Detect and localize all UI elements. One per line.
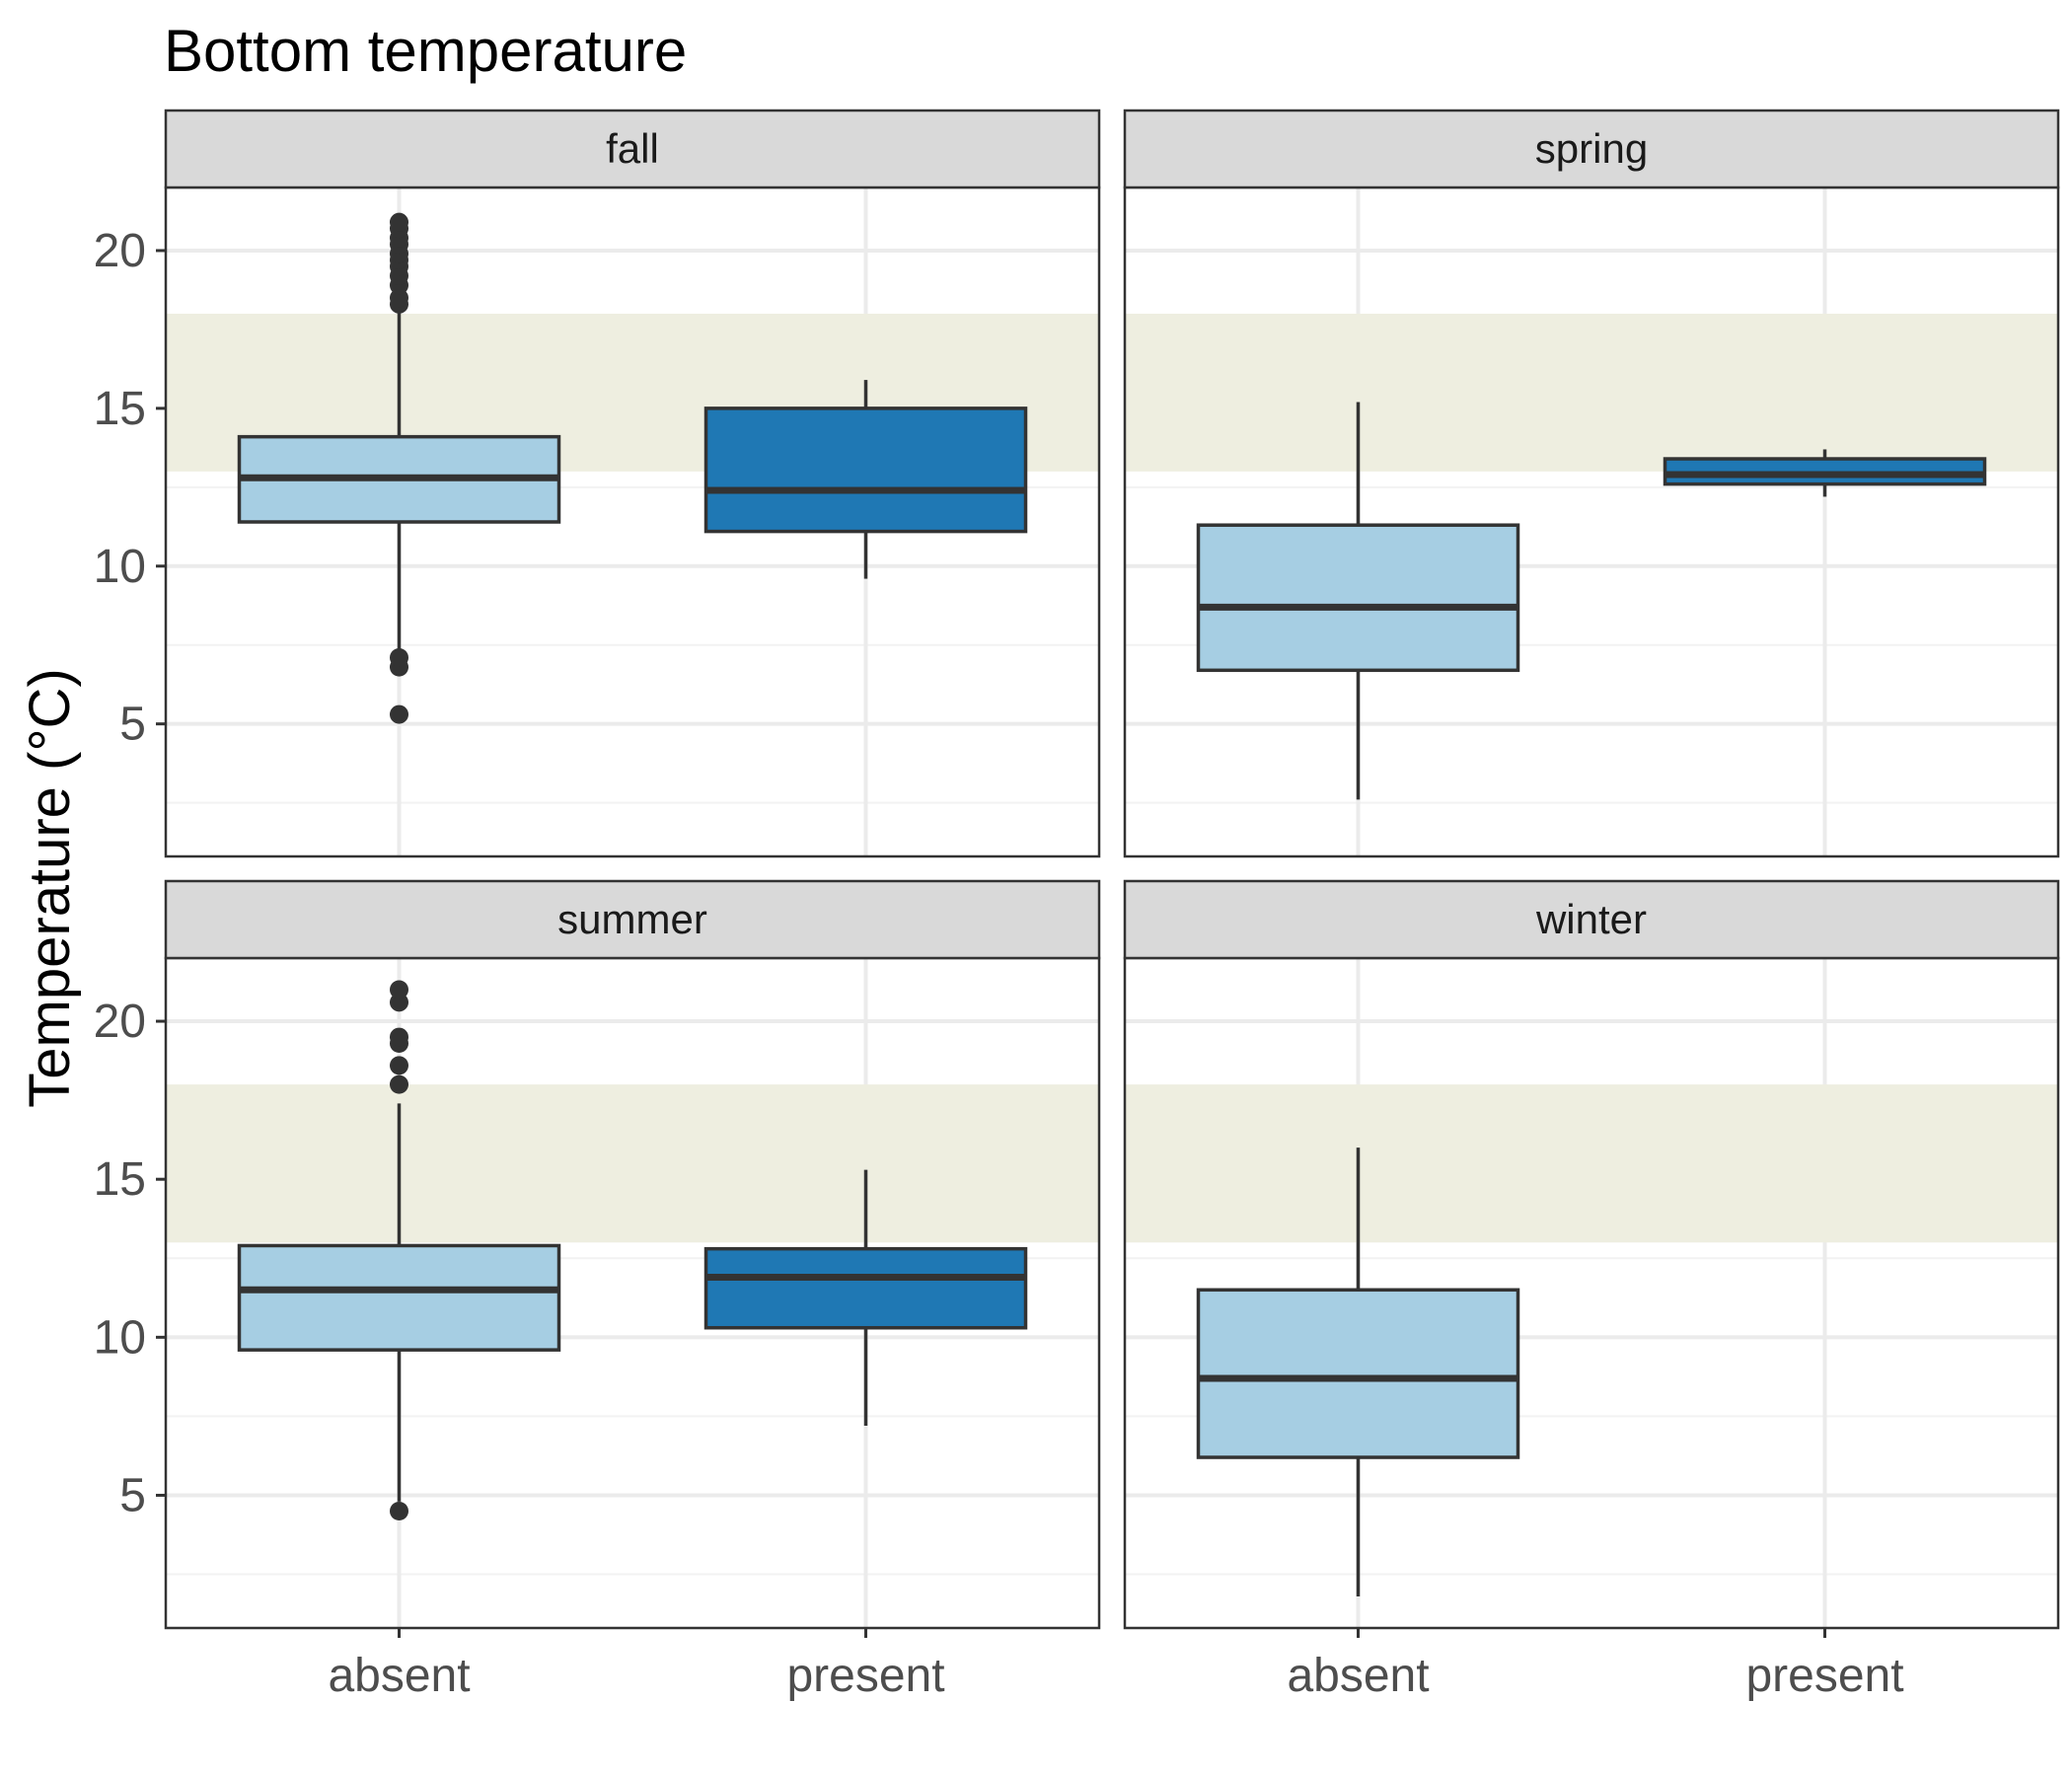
y-tick-label: 5 xyxy=(119,1469,146,1521)
box-iqr xyxy=(1196,523,1520,673)
shaded-band xyxy=(166,1084,1099,1243)
x-tick-label: absent xyxy=(328,1650,470,1702)
facet-panels: fall 5 10 15 20 spring summer 5 10 15 20 absent pres… xyxy=(94,109,2060,1702)
x-tick-label: present xyxy=(1745,1650,1903,1702)
facet-panel-summer: summer 5 10 15 20 absent present xyxy=(94,879,1101,1702)
panel-background xyxy=(1125,187,2058,856)
outlier-point xyxy=(390,704,408,724)
outlier-point xyxy=(390,1027,408,1047)
shaded-band xyxy=(1125,1084,2058,1243)
y-tick-label: 15 xyxy=(94,1153,146,1206)
facet-strip xyxy=(164,109,1101,189)
shaded-band xyxy=(1125,313,2058,472)
y-tick-label: 10 xyxy=(94,541,146,593)
outlier-point xyxy=(390,1056,408,1075)
outlier-point xyxy=(390,1501,408,1520)
facet-strip-label: summer xyxy=(557,896,707,942)
y-tick-label: 15 xyxy=(94,383,146,435)
box-iqr xyxy=(703,1246,1028,1330)
outlier-point xyxy=(390,212,408,232)
facet-strip-label: spring xyxy=(1535,125,1648,172)
facet-strip-label: winter xyxy=(1535,896,1647,942)
facet-strip-label: fall xyxy=(606,125,659,172)
box-iqr xyxy=(237,1243,561,1352)
facet-strip xyxy=(1123,109,2060,189)
y-tick-label: 5 xyxy=(119,699,146,751)
facet-strip xyxy=(1123,879,2060,960)
y-tick-label: 20 xyxy=(94,996,146,1048)
box-iqr xyxy=(703,407,1028,534)
chart-title: Bottom temperature xyxy=(164,18,687,84)
facet-strip xyxy=(164,879,1101,960)
box-absent xyxy=(237,212,561,724)
box-present xyxy=(703,380,1028,579)
box-present xyxy=(703,1169,1028,1427)
box-absent xyxy=(1196,1147,1520,1596)
box-absent xyxy=(1196,402,1520,800)
outlier-point xyxy=(390,1074,408,1094)
facet-panel-winter: winter absent present xyxy=(1123,879,2060,1702)
box-present xyxy=(1663,449,1987,497)
outlier-point xyxy=(390,648,408,668)
box-absent xyxy=(237,980,561,1520)
y-tick-label: 10 xyxy=(94,1311,146,1364)
box-iqr xyxy=(1196,1288,1520,1459)
outlier-point xyxy=(390,980,408,999)
facet-panel-spring: spring xyxy=(1123,109,2060,858)
facet-panel-fall: fall 5 10 15 20 xyxy=(94,109,1101,858)
x-tick-label: absent xyxy=(1287,1650,1429,1702)
y-tick-label: 20 xyxy=(94,225,146,277)
x-tick-label: present xyxy=(786,1650,944,1702)
y-axis-label: Temperature (°C) xyxy=(18,668,82,1107)
